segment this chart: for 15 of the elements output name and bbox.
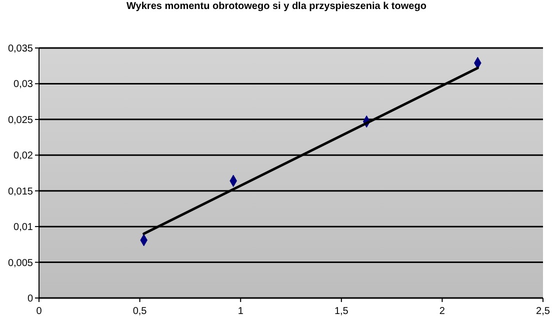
y-tick-label: 0,005 <box>8 258 34 269</box>
x-tick-label: 0,5 <box>132 306 148 317</box>
y-tick-label: 0,015 <box>8 186 34 198</box>
y-tick-label: 0,03 <box>14 79 34 90</box>
y-tick-label: 0,035 <box>8 44 34 54</box>
y-tick-label: 0,025 <box>8 114 34 126</box>
x-tick-label: 1,5 <box>334 306 349 317</box>
x-tick-label: 2 <box>439 306 446 317</box>
x-tick-label: 2,5 <box>536 306 550 317</box>
x-tick-label: 0 <box>36 306 42 317</box>
chart-title: Wykres momentu obrotowego si y dla przyspieszenia k towego <box>126 1 426 12</box>
y-tick-label: 0 <box>27 294 34 304</box>
y-tick-label: 0,01 <box>14 222 34 234</box>
y-tick-label: 0,02 <box>14 150 34 162</box>
x-tick-label: 1 <box>238 306 244 317</box>
